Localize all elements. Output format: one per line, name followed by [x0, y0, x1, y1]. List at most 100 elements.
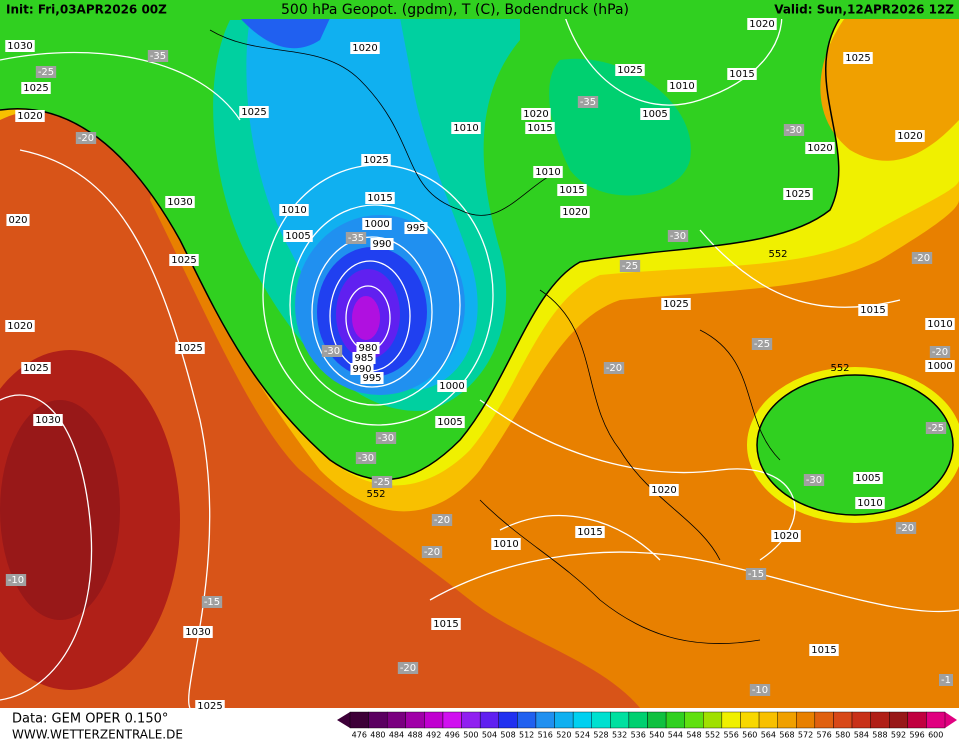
temperature-label-box [619, 260, 641, 272]
pressure-label-box [747, 18, 777, 30]
temperature-label-box [5, 574, 27, 586]
temperature-label-box [421, 546, 443, 558]
colorbar-swatch [349, 711, 369, 729]
colorbar-swatch [386, 711, 406, 729]
colorbar-label: 556 [724, 731, 739, 740]
pressure-label-box [783, 188, 813, 200]
pressure-label-box [5, 320, 35, 332]
pressure-label-box [843, 52, 873, 64]
colorbar-label: 528 [593, 731, 608, 740]
temperature-label: -20 [424, 547, 440, 558]
pressure-label: 1025 [363, 155, 388, 166]
pressure-label: 985 [354, 353, 373, 364]
temperature-label-box [751, 338, 773, 350]
temperature-label-box [431, 514, 453, 526]
colorbar-label: 520 [556, 731, 571, 740]
pressure-label-box [360, 372, 384, 384]
colorbar-label: 560 [742, 731, 757, 740]
pressure-label-box [925, 318, 955, 330]
pressure-label-box [491, 538, 521, 550]
temperature-label-box [939, 674, 953, 686]
pressure-label-box [431, 618, 461, 630]
temperature-label-box [147, 50, 169, 62]
data-source: Data: GEM OPER 0.150° [12, 712, 168, 727]
pressure-label: 1010 [669, 81, 694, 92]
pressure-label-box [370, 238, 394, 250]
pressure-label: 1025 [663, 299, 688, 310]
pressure-label-box [165, 196, 195, 208]
pressure-label: 1025 [241, 107, 266, 118]
pressure-label: 1010 [857, 498, 882, 509]
colorbar-swatch [703, 711, 723, 729]
colorbar-swatch [907, 711, 927, 729]
pressure-label-box [361, 154, 391, 166]
temperature-label: -20 [898, 523, 914, 534]
pressure-label: 1020 [523, 109, 548, 120]
pressure-label: 1030 [185, 627, 210, 638]
colorbar-label: 476 [352, 731, 367, 740]
pressure-label: 1005 [437, 417, 462, 428]
colorbar-label: 536 [631, 731, 646, 740]
temperature-label-box [929, 346, 951, 358]
temperature-label: -20 [78, 133, 94, 144]
colorbar-swatch [461, 711, 481, 729]
pressure-label-box [451, 122, 481, 134]
pressure-label: 1015 [811, 645, 836, 656]
temperature-label-box [75, 132, 97, 144]
pressure-label-box [356, 342, 380, 354]
pressure-label: 1030 [35, 415, 60, 426]
pressure-label: 990 [352, 364, 371, 375]
temperature-label-box [667, 230, 689, 242]
temperature-label: -20 [400, 663, 416, 674]
pressure-label: 1020 [7, 321, 32, 332]
valid-text: Valid: Sun,12APR2026 12Z [774, 3, 954, 17]
pressure-label: 1020 [651, 485, 676, 496]
colorbar-label: 568 [779, 731, 794, 740]
colorbar-swatch [535, 711, 555, 729]
temperature-label: -35 [580, 97, 596, 108]
colorbar-swatch [851, 711, 871, 729]
colorbar-label: 564 [761, 731, 776, 740]
pressure-label-box [6, 214, 30, 226]
pressure-label-box [33, 414, 63, 426]
colorbar-swatch [591, 711, 611, 729]
pressure-label-box [521, 108, 551, 120]
temperature-label-box [911, 252, 933, 264]
map-field [0, 0, 959, 709]
colorbar-swatch [814, 711, 834, 729]
colorbar-swatch [554, 711, 574, 729]
pressure-label-box [727, 68, 757, 80]
pressure-label: 1010 [927, 319, 952, 330]
colorbar-swatch [610, 711, 630, 729]
colorbar-label: 584 [854, 731, 869, 740]
pressure-label: 1025 [785, 189, 810, 200]
pressure-label-box [895, 130, 925, 142]
pressure-label: 1020 [352, 43, 377, 54]
colorbar-label: 544 [668, 731, 683, 740]
pressure-label: 1010 [281, 205, 306, 216]
pressure-label-box [350, 42, 380, 54]
temperature-label: -25 [374, 477, 390, 488]
colorbar-label: 484 [389, 731, 404, 740]
colorbar-label: 552 [705, 731, 720, 740]
pressure-label: 1015 [367, 193, 392, 204]
temperature-label: -25 [754, 339, 770, 350]
temperature-label: -10 [752, 685, 768, 696]
colorbar-swatch [870, 711, 890, 729]
pressure-label-box [435, 416, 465, 428]
temperature-label: -25 [622, 261, 638, 272]
colorbar-swatch [498, 711, 518, 729]
pressure-label: 1000 [927, 361, 952, 372]
pressure-label: 1025 [171, 255, 196, 266]
pressure-label-box [771, 530, 801, 542]
colorbar-label: 488 [407, 731, 422, 740]
temperature-label: -35 [348, 233, 364, 244]
pressure-label: 1030 [7, 41, 32, 52]
colorbar-swatch [479, 711, 499, 729]
pressure-label-box [853, 472, 883, 484]
temperature-label: -20 [914, 253, 930, 264]
colorbar-swatch [647, 711, 667, 729]
pressure-label-box [404, 222, 428, 234]
